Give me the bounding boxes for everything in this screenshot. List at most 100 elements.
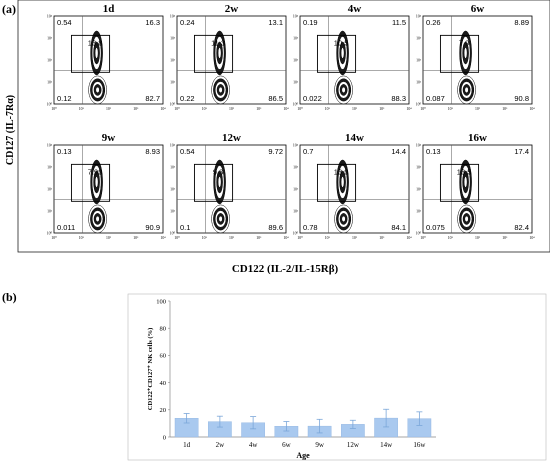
flow-x-axis-label: CD122 (IL-2/IL-15Rβ) [232,263,339,275]
flow-plot-title: 16w [468,132,487,144]
gate-box [70,34,111,73]
gate-percent: 7.9 [459,38,469,47]
x-tick-label: 10¹ [325,236,330,240]
quadrant-ul: 0.24 [180,18,195,27]
flow-plot-area [176,144,287,234]
flow-plot-area [422,144,533,234]
x-tick-label: 10⁴ [529,107,535,111]
y-tick-label: 10² [293,187,299,191]
y-tick-label: 10⁴ [293,143,299,147]
y-tick-label: 10⁴ [170,143,176,147]
y-tick-label: 10³ [47,165,53,169]
x-tick-label: 10¹ [79,107,84,111]
quadrant-ur: 16.3 [145,18,160,27]
gate-box [193,34,234,73]
quadrant-ur: 11.5 [392,18,406,27]
gate-box [193,163,234,202]
flow-frame [17,0,550,253]
quadrant-ll: 0.087 [426,94,445,103]
y-tick-label: 10³ [170,36,176,40]
x-tick-label: 10³ [256,107,262,111]
x-tick-label: 10⁴ [283,236,289,240]
x-tick-label: 10² [352,236,358,240]
quadrant-ul: 0.7 [303,147,313,156]
y-tick-label: 10³ [416,165,422,169]
x-tick-label: 10¹ [448,236,453,240]
quadrant-ur: 14.4 [391,147,406,156]
x-tick-label: 10¹ [448,107,453,111]
quadrant-ul: 0.13 [426,147,441,156]
x-tick-label: 10⁴ [406,236,412,240]
x-tick-label: 10⁰ [297,236,303,240]
gate-box [316,163,357,202]
y-tick-label: 10⁴ [416,14,422,18]
contour-level [464,215,469,222]
x-tick-label: 10² [475,236,481,240]
x-tick-label: 10¹ [202,107,207,111]
flow-plot-area [53,15,164,105]
y-tick-label: 10⁴ [416,143,422,147]
quadrant-ll: 0.022 [303,94,322,103]
quadrant-ur: 13.1 [268,18,283,27]
y-tick-label: 10⁰ [416,102,422,106]
y-tick-label: 10⁰ [293,231,299,235]
gate-box [439,34,480,73]
quadrant-ll: 0.78 [303,223,318,232]
y-tick-label: 0 [163,434,166,441]
y-tick-label: 10³ [416,36,422,40]
quadrant-lr: 89.6 [268,223,283,232]
y-tick-label: 10¹ [47,209,52,213]
contour-level [218,215,223,222]
y-tick-label: 10⁴ [47,143,53,147]
contour-level [341,215,346,222]
y-tick-label: 10⁰ [170,231,176,235]
flow-plot-title: 6w [471,3,485,15]
x-tick-label: 14w [380,441,393,449]
quadrant-lr: 90.8 [514,94,529,103]
quadrant-ll: 0.075 [426,223,445,232]
y-tick-label: 10² [416,187,422,191]
flow-plot-title: 12w [222,132,241,144]
y-tick-label: 10⁰ [47,102,53,106]
flow-plot-area [422,15,533,105]
quadrant-ll: 0.1 [180,223,190,232]
contour-level [341,86,346,93]
x-tick-label: 4w [249,441,259,449]
quadrant-ll: 0.12 [57,94,72,103]
bar-chart: 0 20 40 60 80 100 1d 2w 4w 6w 9w 12w 14w 16w Age CD122⁺… [147,298,436,460]
quadrant-ul: 0.54 [180,147,195,156]
y-tick-label: 10² [47,187,53,191]
flow-plot-area [176,15,287,105]
quadrant-lr: 90.9 [145,223,160,232]
panel-label-b: (b) [2,290,17,304]
x-tick-label: 10³ [256,236,262,240]
x-tick-label: 10² [229,107,235,111]
quadrant-ul: 0.19 [303,18,318,27]
y-tick-label: 10¹ [293,209,298,213]
contour-level [218,86,223,93]
contour-level [217,176,222,188]
x-tick-label: 10⁴ [406,107,412,111]
y-tick-label: 10⁰ [293,102,299,106]
contour-level [340,176,345,188]
y-tick-label: 10² [170,187,176,191]
x-tick-label: 10⁴ [283,107,289,111]
quadrant-ur: 17.4 [514,147,529,156]
gate-percent: 10.5 [334,38,349,47]
x-tick-label: 10⁰ [174,236,180,240]
quadrant-lr: 82.7 [145,94,160,103]
gate-box [439,163,480,202]
quadrant-ur: 9.72 [268,147,283,156]
y-tick-label: 10⁴ [293,14,299,18]
x-tick-label: 10¹ [325,107,330,111]
x-tick-label: 10⁰ [51,236,57,240]
y-tick-label: 10¹ [170,80,175,84]
x-tick-label: 1d [183,441,191,449]
x-tick-label: 10³ [502,236,508,240]
